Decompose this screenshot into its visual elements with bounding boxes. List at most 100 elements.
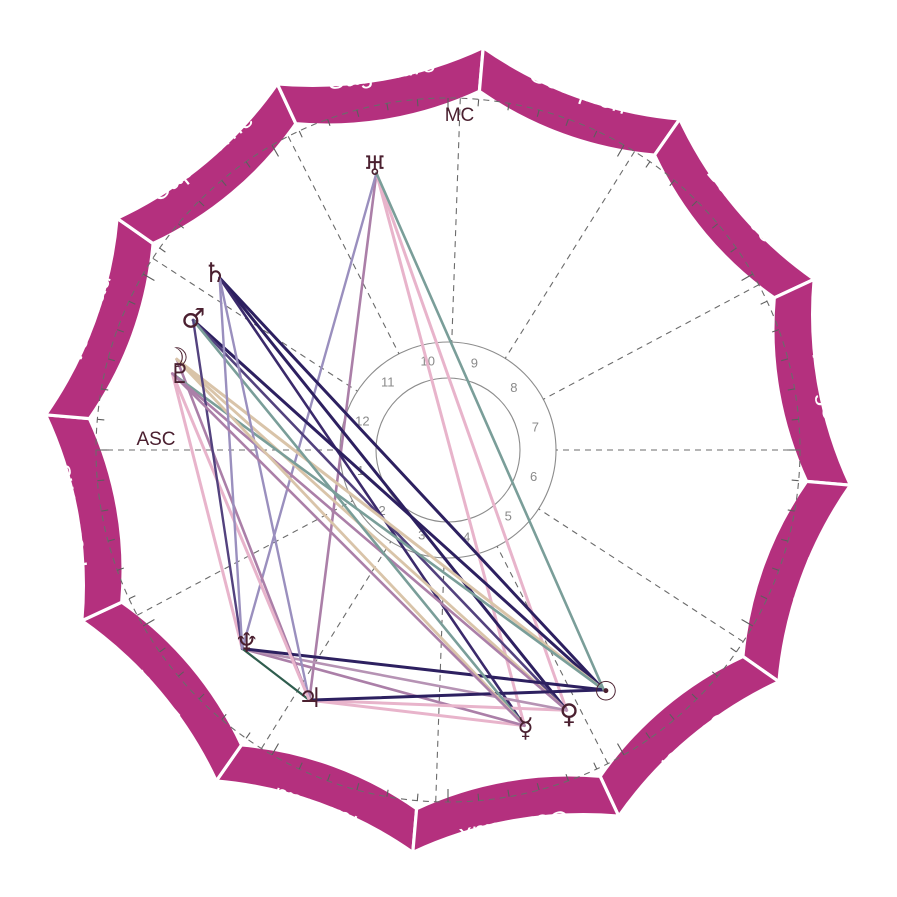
planet-glyph-venus[interactable]: ♀ <box>559 699 579 730</box>
aspect-line-pluto-sun <box>171 372 606 692</box>
house-number-9: 9 <box>471 355 478 370</box>
degree-tick <box>117 567 124 571</box>
house-cusp-line-8 <box>543 284 760 400</box>
degree-tick <box>760 595 768 600</box>
degree-tick <box>128 300 136 305</box>
aspect-line-mars-mercury <box>191 318 526 727</box>
aspect-line-uranus-mercury <box>374 171 526 728</box>
aspect-line-mars-neptune <box>191 318 244 650</box>
degree-tick <box>107 538 115 542</box>
planet-glyph-sun[interactable]: ☉ <box>594 677 618 708</box>
planet-glyph-neptune[interactable]: ♆ <box>234 628 258 659</box>
degree-tick <box>781 538 789 542</box>
degree-tick <box>101 388 109 391</box>
aspect-line-venus-jupiter <box>307 698 569 712</box>
house-number-2: 2 <box>379 503 386 518</box>
house-number-8: 8 <box>510 380 517 395</box>
degree-tick <box>617 144 625 157</box>
degree-tick <box>787 509 795 512</box>
house-number-12: 12 <box>355 414 369 429</box>
degree-tick <box>669 713 675 721</box>
zodiac-band-group <box>42 44 854 856</box>
degree-tick <box>142 619 155 627</box>
planet-glyph-saturn[interactable]: ♄ <box>203 258 227 289</box>
degree-tick <box>356 783 360 791</box>
degree-tick <box>565 119 569 126</box>
degree-tick <box>245 161 251 168</box>
aspect-line-pluto-venus <box>171 372 568 712</box>
zodiac-segment-gémeaux[interactable] <box>410 773 622 856</box>
house-cusp-line-6 <box>538 508 744 643</box>
axis-label-mc: MC <box>445 105 475 126</box>
house-cusp-line-2 <box>136 500 353 616</box>
degree-tick <box>741 619 754 627</box>
degree-tick <box>221 179 227 187</box>
degree-tick <box>198 693 205 700</box>
axis-label-group: ASC MC <box>136 105 474 450</box>
degree-tick <box>772 329 779 333</box>
planet-glyph-mercury[interactable]: ☿ <box>517 713 534 744</box>
aspect-line-moon-mercury <box>175 357 526 727</box>
degree-tick <box>107 358 115 362</box>
degree-tick-group <box>96 98 800 802</box>
degree-tick <box>97 479 105 482</box>
house-number-11: 11 <box>381 375 395 390</box>
degree-tick <box>760 300 768 305</box>
degree-tick <box>645 161 651 168</box>
degree-tick <box>507 103 510 111</box>
aspect-line-pluto-neptune <box>170 372 244 651</box>
planet-glyph-moon[interactable]: ☽ <box>165 343 189 374</box>
aspect-line-saturn-jupiter <box>218 276 311 702</box>
axis-label-asc: ASC <box>136 429 175 450</box>
degree-tick <box>117 329 124 333</box>
degree-tick <box>97 418 105 421</box>
aspect-line-saturn-venus <box>218 276 569 712</box>
house-cusp-line-9 <box>504 151 635 359</box>
planet-glyph-group: ♅ ♄ ♂ ☽♇ ♆ ♃ ☿ ♀ ☉ <box>165 151 618 744</box>
planet-glyph-jupiter[interactable]: ♃ <box>298 683 322 714</box>
planet-glyph-mars[interactable]: ♂ <box>181 304 205 335</box>
degree-tick <box>327 119 331 126</box>
degree-tick <box>781 358 789 362</box>
planet-glyph-uranus[interactable]: ♅ <box>363 151 387 182</box>
degree-tick <box>791 418 799 421</box>
degree-tick <box>536 783 540 791</box>
house-number-4: 4 <box>463 529 470 544</box>
degree-tick <box>730 247 737 253</box>
house-cusp-line-11 <box>287 136 400 355</box>
planet-glyph-pluto[interactable]: ♇ <box>168 359 192 390</box>
degree-tick <box>772 567 779 571</box>
house-cusp-line-5 <box>496 545 609 764</box>
aspect-line-sun-neptune <box>240 647 606 692</box>
degree-tick <box>507 789 510 797</box>
aspect-line-uranus-jupiter <box>308 171 378 702</box>
aspect-line-mars-sun <box>191 318 606 692</box>
house-cusp-line-12 <box>152 257 358 392</box>
aspect-line-mercury-neptune <box>240 647 526 727</box>
aspect-line-moon-venus <box>175 357 569 712</box>
degree-tick <box>142 273 155 281</box>
degree-tick <box>536 109 540 117</box>
degree-tick <box>245 732 251 739</box>
house-cusp-line-10 <box>451 98 461 343</box>
degree-tick <box>298 130 303 138</box>
house-number-3: 3 <box>418 528 425 543</box>
degree-tick <box>416 793 419 801</box>
aspect-line-pluto-mercury <box>171 372 526 727</box>
degree-tick <box>477 793 480 801</box>
degree-tick <box>711 223 719 229</box>
degree-tick <box>271 743 279 756</box>
house-number-5: 5 <box>505 508 512 523</box>
degree-tick <box>791 479 799 482</box>
degree-tick <box>593 762 598 770</box>
degree-tick <box>477 99 480 107</box>
degree-tick <box>416 99 419 107</box>
degree-tick <box>327 774 331 781</box>
house-number-7: 7 <box>532 420 539 435</box>
degree-tick <box>787 388 795 391</box>
aspect-line-saturn-neptune <box>218 276 244 650</box>
degree-tick <box>565 774 569 781</box>
degree-tick <box>386 789 389 797</box>
